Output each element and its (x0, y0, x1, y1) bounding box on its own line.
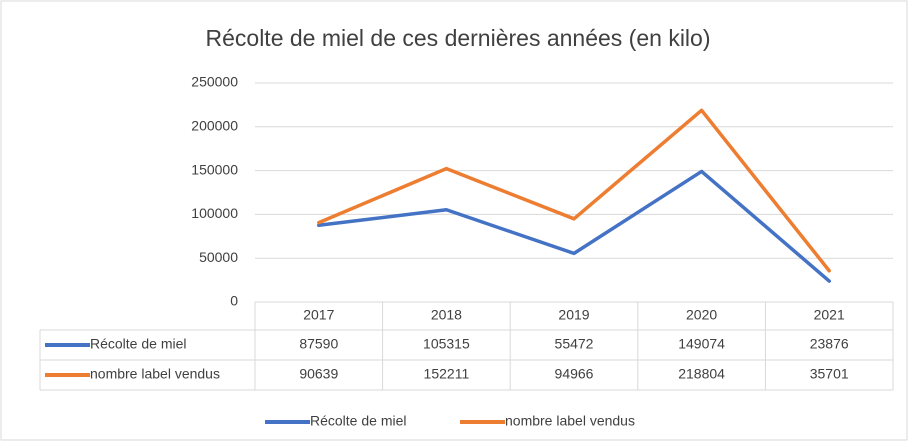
table-value: 105315 (423, 336, 470, 352)
table-value: 218804 (678, 366, 725, 382)
x-tick-label: 2019 (558, 307, 589, 323)
y-tick-label: 250000 (191, 74, 238, 90)
table-value: 94966 (555, 366, 594, 382)
y-tick-label: 100000 (191, 205, 238, 221)
table-value: 87590 (299, 336, 338, 352)
y-tick-label: 200000 (191, 118, 238, 134)
table-value: 23876 (810, 336, 849, 352)
y-tick-label: 50000 (199, 249, 238, 265)
legend-label: nombre label vendus (505, 413, 635, 429)
x-tick-label: 2017 (303, 307, 334, 323)
table-value: 149074 (678, 336, 725, 352)
line (317, 108, 831, 273)
x-tick-label: 2020 (686, 307, 717, 323)
x-tick-label: 2021 (814, 307, 845, 323)
x-tick-label: 2018 (431, 307, 462, 323)
table-value: 152211 (424, 366, 470, 382)
y-tick-label: 0 (230, 293, 238, 309)
line (317, 169, 831, 283)
table-series-name: Récolte de miel (90, 336, 187, 352)
y-tick-label: 150000 (191, 161, 238, 177)
table-value: 55472 (555, 336, 594, 352)
table-value: 90639 (299, 366, 338, 382)
chart-title: Récolte de miel de ces dernières années … (206, 25, 711, 51)
table-series-name: nombre label vendus (90, 366, 220, 382)
table-value: 35701 (810, 366, 849, 382)
legend-label: Récolte de miel (310, 413, 407, 429)
